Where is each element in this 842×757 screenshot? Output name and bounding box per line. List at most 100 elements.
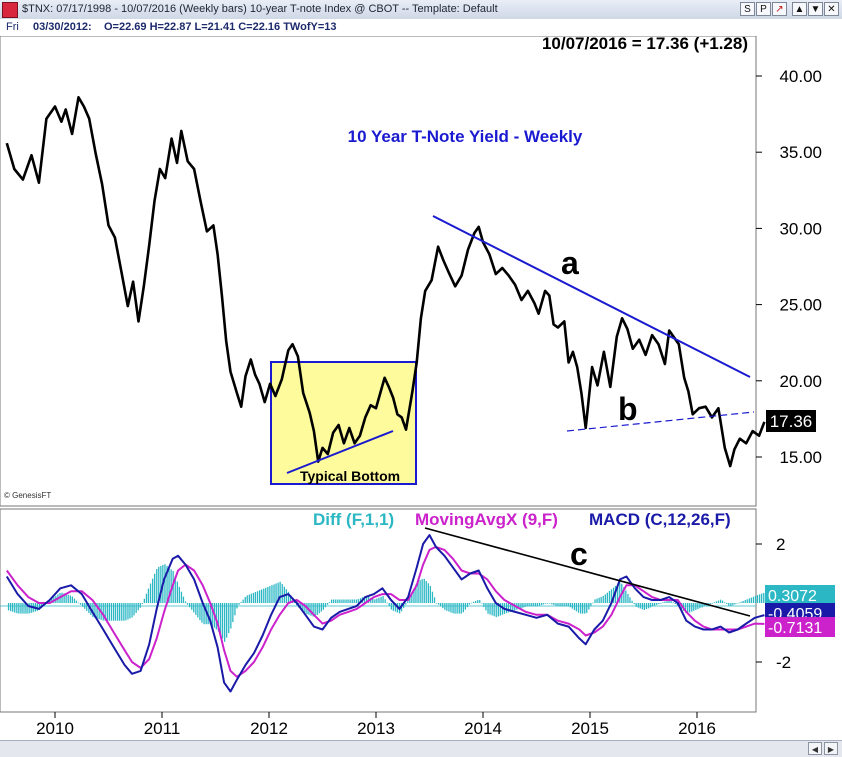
histogram-bar <box>238 603 240 605</box>
histogram-bar <box>577 603 580 613</box>
histogram-bar <box>117 603 119 621</box>
x-tick-label: 2012 <box>250 719 288 738</box>
histogram-bar <box>452 603 454 614</box>
histogram-bar <box>435 603 438 604</box>
macd-histogram <box>7 564 765 642</box>
sync-s-button[interactable]: S <box>740 2 755 16</box>
histogram-bar <box>277 582 279 603</box>
histogram-bar <box>721 600 724 603</box>
histogram-bar <box>94 603 96 618</box>
histogram-bar <box>10 603 12 612</box>
histogram-bar <box>98 603 100 620</box>
histogram-bar <box>719 599 722 603</box>
histogram-bar <box>219 603 222 635</box>
histogram-bar <box>96 603 98 619</box>
scroll-right-icon[interactable]: ▶ <box>824 742 838 755</box>
histogram-bar <box>477 600 479 603</box>
print-p-button[interactable]: P <box>756 2 771 16</box>
histogram-bar <box>275 583 277 603</box>
legend-diff: Diff (F,1,1) <box>313 510 394 529</box>
histogram-bar <box>326 603 329 605</box>
histogram-bar <box>555 603 557 606</box>
histogram-bar <box>378 597 380 603</box>
histogram-bar <box>285 589 287 603</box>
histogram-bar <box>695 603 697 610</box>
macd-ytick-label: 2 <box>776 535 785 554</box>
horizontal-scrollbar[interactable]: ◀ ▶ <box>0 740 842 757</box>
histogram-bar <box>143 598 145 603</box>
histogram-bar <box>417 581 419 603</box>
bar-info-strip: Fri 03/30/2012: O=22.69 H=22.87 L=21.41 … <box>0 19 842 36</box>
histogram-bar <box>244 597 246 603</box>
histogram-bar <box>573 603 576 610</box>
diff-value-tag <box>765 585 835 605</box>
histogram-bar <box>549 603 551 604</box>
histogram-bar <box>16 603 18 614</box>
histogram-bar <box>627 593 629 603</box>
histogram-bar <box>182 596 185 603</box>
histogram-bar <box>366 596 368 603</box>
histogram-bar <box>460 603 462 614</box>
histogram-bar <box>347 599 349 603</box>
scroll-left-icon[interactable]: ◀ <box>808 742 822 755</box>
histogram-bar <box>137 603 139 611</box>
histogram-bar <box>49 600 51 603</box>
histogram-bar <box>324 603 327 608</box>
histogram-bar <box>604 594 606 603</box>
histogram-bar <box>545 603 547 604</box>
histogram-bar <box>217 603 220 632</box>
histogram-bar <box>88 603 90 613</box>
histogram-bar <box>726 603 728 604</box>
histogram-bar <box>738 602 740 604</box>
histogram-bar <box>448 603 450 612</box>
histogram-bar <box>141 603 143 604</box>
histogram-bar <box>423 578 425 603</box>
histogram-bar <box>273 584 275 603</box>
histogram-bar <box>450 603 452 613</box>
histogram-bar <box>147 588 150 603</box>
legend-macd: MACD (C,12,26,F) <box>589 510 731 529</box>
histogram-bar <box>69 595 71 603</box>
histogram-bar <box>717 600 720 603</box>
histogram-bar <box>351 599 353 603</box>
histogram-bar <box>592 602 594 604</box>
histogram-bar <box>433 597 436 603</box>
histogram-bar <box>349 599 351 603</box>
histogram-bar <box>320 603 322 612</box>
histogram-bar <box>30 603 32 613</box>
histogram-bar <box>363 596 366 603</box>
histogram-bar <box>425 581 427 603</box>
histogram-bar <box>7 603 10 611</box>
bar-ohlc: O=22.69 H=22.87 L=21.41 C=22.16 TWofY=13 <box>104 21 337 33</box>
histogram-bar <box>359 598 362 603</box>
histogram-bar <box>754 595 757 603</box>
scroll-up-icon[interactable]: ▲ <box>792 2 807 16</box>
histogram-bar <box>728 603 730 606</box>
close-icon[interactable]: ✕ <box>824 2 839 16</box>
histogram-bar <box>748 598 750 603</box>
histogram-bar <box>73 598 76 603</box>
histogram-bar <box>602 596 604 603</box>
histogram-bar <box>654 603 656 606</box>
price-ytick-label: 35.00 <box>779 143 822 162</box>
trendline-c <box>424 527 751 617</box>
histogram-bar <box>328 602 331 603</box>
scroll-down-icon[interactable]: ▼ <box>808 2 823 16</box>
last-value-readout: 10/07/2016 = 17.36 (+1.28) <box>542 36 748 53</box>
histogram-bar <box>559 603 561 607</box>
histogram-bar <box>526 603 528 607</box>
histogram-bar <box>287 591 290 603</box>
histogram-bar <box>711 603 713 604</box>
pop-out-icon[interactable]: ↗ <box>772 2 787 16</box>
typical-bottom-box <box>270 361 417 485</box>
histogram-bar <box>242 599 244 603</box>
histogram-bar <box>633 603 635 605</box>
histogram-bar <box>38 603 41 611</box>
histogram-bar <box>522 603 524 608</box>
histogram-bar <box>715 601 718 603</box>
histogram-bar <box>499 603 501 616</box>
histogram-bar <box>314 603 316 617</box>
histogram-bar <box>746 599 748 603</box>
histogram-bar <box>479 600 481 603</box>
histogram-bar <box>209 603 211 625</box>
